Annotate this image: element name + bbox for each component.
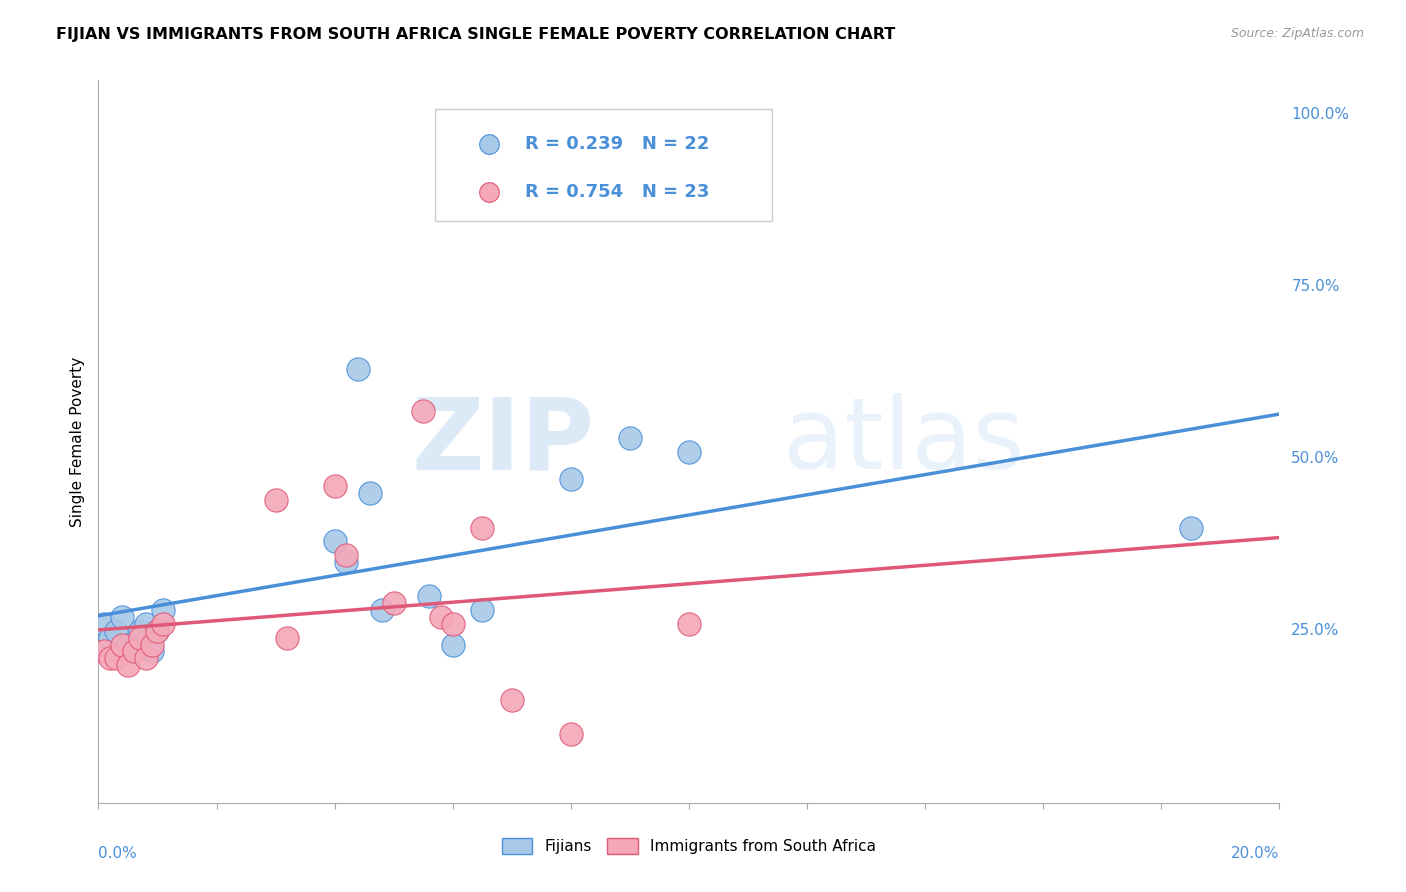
Text: 0.0%: 0.0% — [98, 847, 138, 861]
Point — [471, 520, 494, 534]
Point — [359, 486, 381, 500]
Point — [98, 631, 121, 645]
Point — [441, 638, 464, 652]
Point — [152, 616, 174, 631]
Point — [93, 644, 115, 658]
Point — [141, 638, 163, 652]
Point — [1180, 520, 1202, 534]
Point — [371, 603, 394, 617]
Point — [111, 638, 134, 652]
Text: 50.0%: 50.0% — [1291, 451, 1340, 467]
Text: R = 0.239   N = 22: R = 0.239 N = 22 — [524, 135, 709, 153]
Point — [105, 651, 128, 665]
Text: FIJIAN VS IMMIGRANTS FROM SOUTH AFRICA SINGLE FEMALE POVERTY CORRELATION CHART: FIJIAN VS IMMIGRANTS FROM SOUTH AFRICA S… — [56, 27, 896, 42]
Point — [382, 596, 405, 610]
Y-axis label: Single Female Poverty: Single Female Poverty — [69, 357, 84, 526]
Text: R = 0.754   N = 23: R = 0.754 N = 23 — [524, 184, 709, 202]
Point — [619, 431, 641, 445]
Point — [93, 616, 115, 631]
Point — [128, 624, 150, 638]
Point — [560, 472, 582, 486]
Text: 25.0%: 25.0% — [1291, 624, 1340, 639]
Point — [678, 616, 700, 631]
Point — [471, 603, 494, 617]
Point — [141, 644, 163, 658]
Text: 100.0%: 100.0% — [1291, 107, 1350, 122]
Point — [117, 658, 139, 673]
Point — [152, 603, 174, 617]
Point — [323, 479, 346, 493]
Point — [135, 616, 157, 631]
Point — [122, 644, 145, 658]
Point — [276, 631, 298, 645]
FancyBboxPatch shape — [434, 109, 772, 221]
Point — [128, 631, 150, 645]
Text: atlas: atlas — [783, 393, 1025, 490]
Point — [501, 692, 523, 706]
Point — [105, 624, 128, 638]
Point — [323, 534, 346, 549]
Text: ZIP: ZIP — [412, 393, 595, 490]
Point — [335, 555, 357, 569]
Text: 20.0%: 20.0% — [1232, 847, 1279, 861]
Point — [430, 610, 453, 624]
Point — [418, 590, 440, 604]
Point — [135, 651, 157, 665]
Legend: Fijians, Immigrants from South Africa: Fijians, Immigrants from South Africa — [496, 832, 882, 860]
Point — [146, 624, 169, 638]
Text: Source: ZipAtlas.com: Source: ZipAtlas.com — [1230, 27, 1364, 40]
Point — [335, 548, 357, 562]
Point — [678, 445, 700, 459]
Point — [146, 624, 169, 638]
Point — [412, 403, 434, 417]
Point — [117, 638, 139, 652]
Point — [111, 610, 134, 624]
Point — [441, 616, 464, 631]
Point — [347, 362, 370, 376]
Point — [264, 493, 287, 508]
Text: 75.0%: 75.0% — [1291, 279, 1340, 294]
Point — [98, 651, 121, 665]
Point — [560, 727, 582, 741]
